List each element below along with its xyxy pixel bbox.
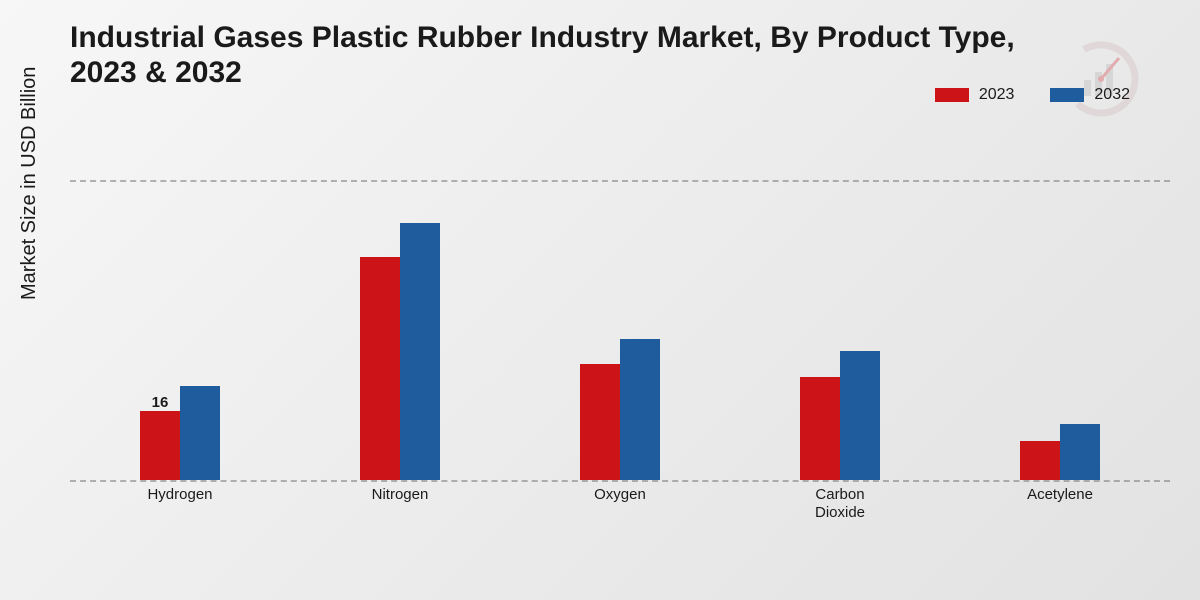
group-oxygen — [580, 339, 660, 480]
xtick-oxygen: Oxygen — [560, 486, 680, 522]
xtick-carbon-dioxide: CarbonDioxide — [780, 486, 900, 522]
bar-nitrogen-2032 — [400, 223, 440, 480]
legend-swatch-2032 — [1050, 88, 1084, 102]
watermark-icon — [1062, 40, 1140, 123]
group-carbon-dioxide — [800, 351, 880, 480]
bar-acetylene-2023 — [1020, 441, 1060, 480]
bar-value-label-hydrogen-2023: 16 — [140, 394, 180, 411]
grid-line-baseline — [70, 480, 1170, 482]
page-root: Industrial Gases Plastic Rubber Industry… — [0, 0, 1200, 600]
chart-plot-area: 16 — [70, 160, 1170, 480]
group-acetylene — [1020, 424, 1100, 480]
legend-label-2032: 2032 — [1094, 86, 1130, 104]
legend: 2023 2032 — [935, 86, 1130, 104]
group-hydrogen: 16 — [140, 386, 220, 480]
bar-carbon-dioxide-2023 — [800, 377, 840, 480]
bar-groups: 16 — [70, 180, 1170, 480]
xtick-hydrogen: Hydrogen — [120, 486, 240, 522]
bar-hydrogen-2032 — [180, 386, 220, 480]
xtick-acetylene: Acetylene — [1000, 486, 1120, 522]
xtick-nitrogen: Nitrogen — [340, 486, 460, 522]
bar-carbon-dioxide-2032 — [840, 351, 880, 480]
group-nitrogen — [360, 223, 440, 480]
bar-nitrogen-2023 — [360, 257, 400, 480]
bar-hydrogen-2023 — [140, 411, 180, 480]
x-axis: Hydrogen Nitrogen Oxygen CarbonDioxide A… — [70, 486, 1170, 522]
bar-oxygen-2023 — [580, 364, 620, 480]
legend-swatch-2023 — [935, 88, 969, 102]
bar-oxygen-2032 — [620, 339, 660, 480]
legend-item-2032: 2032 — [1050, 86, 1130, 104]
bar-acetylene-2032 — [1060, 424, 1100, 480]
legend-item-2023: 2023 — [935, 86, 1015, 104]
chart-title: Industrial Gases Plastic Rubber Industry… — [70, 20, 1070, 91]
y-axis-label: Market Size in USD Billion — [18, 67, 41, 300]
legend-label-2023: 2023 — [979, 86, 1015, 104]
